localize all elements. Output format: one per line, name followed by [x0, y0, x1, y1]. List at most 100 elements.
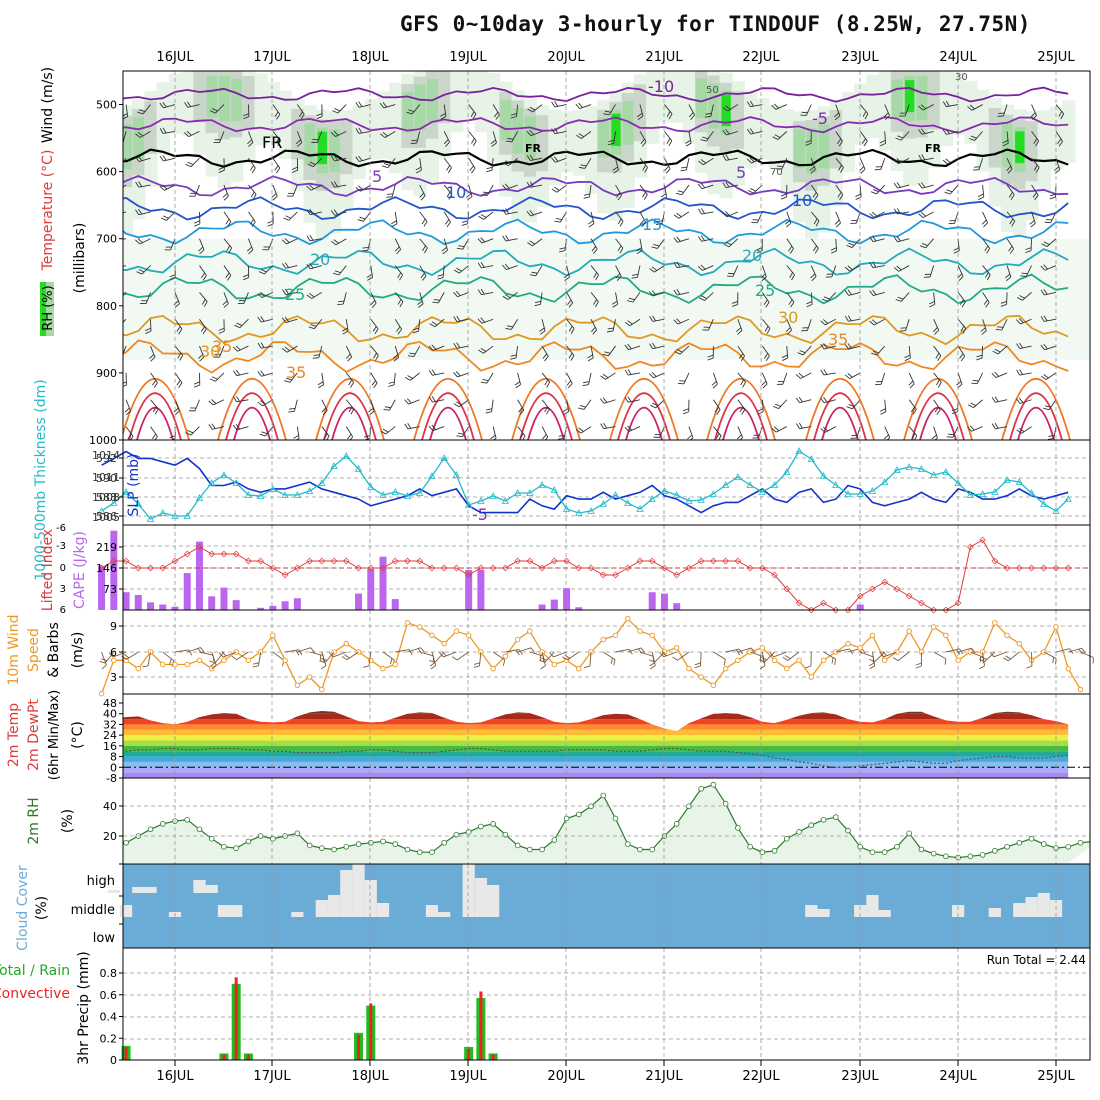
wind-barb-feather — [145, 330, 152, 334]
slp-tick-label: 1011 — [92, 471, 120, 484]
wind-barb-feather — [968, 137, 975, 141]
wind-barb-feather — [331, 181, 335, 188]
wind-barb — [897, 651, 910, 662]
wind-barb-feather — [1021, 272, 1028, 275]
wind-barb-feather — [453, 372, 458, 378]
thickness-point — [770, 481, 779, 488]
wind-barb-feather — [260, 342, 265, 348]
rh-shading — [646, 71, 660, 144]
wind-speed-point — [735, 657, 741, 664]
isotherm-line — [123, 175, 1069, 197]
cloud-cell — [462, 864, 475, 917]
wind-barb-feather — [473, 662, 480, 665]
wind-barb-feather — [429, 659, 436, 663]
wind-barb-feather — [666, 138, 671, 144]
wind-barb-feather — [674, 351, 681, 355]
rh-shading — [328, 129, 341, 173]
wind-barb-feather — [945, 158, 951, 163]
wind-barb-feather — [374, 328, 379, 335]
wind-barb-feather — [787, 329, 792, 335]
cloud-axis-label: Cloud Cover — [15, 865, 31, 951]
day-label-bottom: 17JUL — [253, 1069, 291, 1084]
wind-barb-feather — [785, 220, 791, 225]
wind-barb-feather — [410, 142, 417, 145]
wind-barb-feather — [406, 398, 412, 404]
wind-barb-feather — [252, 194, 257, 200]
wind-barb-feather — [199, 356, 205, 362]
wind-barb — [310, 184, 323, 191]
wind-tick-label: 3 — [110, 671, 117, 684]
wind-barb-feather — [162, 127, 167, 134]
wind-barb — [123, 157, 127, 163]
rh2m-point — [967, 853, 974, 860]
wind-barb — [248, 157, 256, 169]
wind-barb-feather — [348, 406, 353, 413]
wind-barb-feather — [960, 325, 965, 332]
wind-barb-feather — [111, 210, 115, 215]
wind-barb — [393, 372, 396, 385]
wind-barb-feather — [159, 155, 164, 162]
lifted-index-point — [807, 606, 815, 614]
wind-barb-feather — [359, 216, 366, 220]
wind-barb — [852, 399, 861, 410]
wind-barb-feather — [711, 381, 717, 386]
wind-barb-feather — [282, 348, 288, 353]
day-label-bottom: 21JUL — [645, 1069, 683, 1084]
wind-barb-feather — [790, 301, 795, 308]
rh-shading — [414, 84, 426, 130]
precip-convective-bar — [222, 1054, 226, 1060]
wind-barb-feather — [531, 271, 538, 274]
wind-barb — [510, 319, 518, 330]
wind-barb-feather — [668, 140, 673, 147]
wind-barb — [90, 319, 102, 322]
wind-barb-feather — [737, 330, 743, 335]
cape-bar — [465, 570, 473, 610]
wind-barb-feather — [380, 430, 387, 435]
wind-barb-feather — [88, 219, 94, 221]
wind-barb-feather — [883, 434, 889, 440]
lifted-index-point — [930, 606, 937, 614]
isotherm-arc — [821, 406, 859, 440]
wind-barb — [174, 318, 183, 330]
wind-barb-feather — [811, 276, 817, 282]
wind-barb-feather — [911, 433, 916, 439]
lifted-index-point — [147, 564, 154, 572]
wind-barb-feather — [546, 408, 550, 415]
wind-barb — [835, 238, 838, 251]
wind-barb-feather — [896, 265, 902, 271]
wind-barb — [655, 399, 665, 409]
wind-barb-feather — [774, 134, 781, 138]
wind-speed-point — [845, 640, 851, 647]
rh-shading — [939, 71, 953, 147]
wind-barb-feather — [309, 161, 316, 165]
rh2m-point — [943, 853, 949, 860]
wind-barb — [898, 265, 910, 272]
precip-tick-label: 0.2 — [100, 1032, 118, 1045]
isotherm-arc — [217, 377, 287, 440]
thickness-point — [746, 481, 754, 488]
wind-barb-feather — [1043, 241, 1050, 246]
wind-barb-feather — [544, 406, 549, 413]
wind-barb-feather — [174, 303, 180, 308]
wind-barb — [761, 372, 768, 385]
wind-barb-feather — [908, 380, 914, 386]
rh-shading — [144, 101, 158, 154]
precip-convective-bar — [369, 1003, 373, 1060]
wind-barb-feather — [371, 302, 377, 308]
isotherm-label: 25 — [285, 285, 305, 304]
thickness-point — [110, 499, 118, 506]
thickness-point — [795, 447, 803, 454]
wind-barb-feather — [480, 317, 486, 323]
wind-barb-feather — [428, 369, 433, 376]
wind-barb-feather — [593, 299, 597, 305]
day-label-bottom: 16JUL — [156, 1069, 194, 1084]
wind-barb — [555, 157, 567, 163]
wind-barb-feather — [910, 406, 915, 413]
wind-barb-feather — [937, 381, 942, 388]
wind-barb — [139, 130, 151, 138]
wind-barb-feather — [762, 383, 768, 389]
rh2m-point — [600, 792, 607, 799]
wind-barb — [126, 651, 139, 660]
wind-barb — [296, 104, 305, 115]
